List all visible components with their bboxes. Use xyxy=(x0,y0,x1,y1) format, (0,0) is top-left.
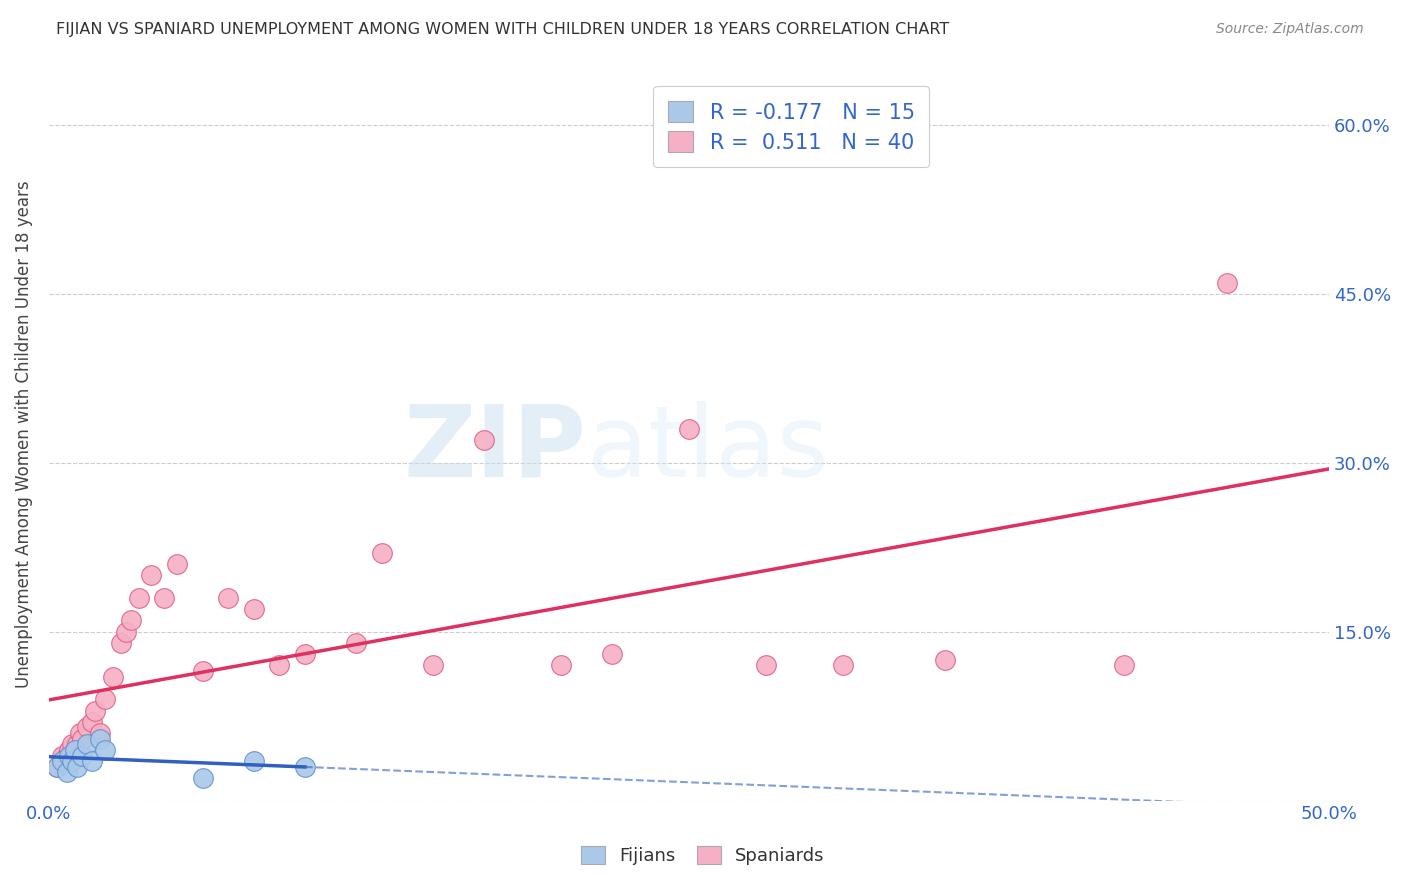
Point xyxy=(58,743,80,757)
Point xyxy=(472,433,495,447)
Point xyxy=(114,624,136,639)
Y-axis label: Unemployment Among Women with Children Under 18 years: Unemployment Among Women with Children U… xyxy=(15,181,32,689)
Point xyxy=(94,692,117,706)
Point xyxy=(51,754,73,768)
Point xyxy=(45,760,67,774)
Point xyxy=(56,748,79,763)
Point xyxy=(45,760,67,774)
Point xyxy=(1215,276,1237,290)
Point xyxy=(678,422,700,436)
Point xyxy=(191,771,214,785)
Point xyxy=(120,614,142,628)
Point xyxy=(600,647,623,661)
Point xyxy=(934,653,956,667)
Point xyxy=(1114,658,1136,673)
Point xyxy=(153,591,176,605)
Point xyxy=(191,664,214,678)
Point xyxy=(110,636,132,650)
Point xyxy=(69,726,91,740)
Text: FIJIAN VS SPANIARD UNEMPLOYMENT AMONG WOMEN WITH CHILDREN UNDER 18 YEARS CORRELA: FIJIAN VS SPANIARD UNEMPLOYMENT AMONG WO… xyxy=(56,22,949,37)
Point xyxy=(371,546,394,560)
Point xyxy=(294,647,316,661)
Point xyxy=(422,658,444,673)
Point xyxy=(166,557,188,571)
Point xyxy=(141,568,163,582)
Point xyxy=(294,760,316,774)
Point xyxy=(101,670,124,684)
Point xyxy=(60,737,83,751)
Point xyxy=(89,731,111,746)
Point xyxy=(72,731,94,746)
Point xyxy=(344,636,367,650)
Point xyxy=(269,658,291,673)
Point xyxy=(82,754,104,768)
Point xyxy=(217,591,239,605)
Point xyxy=(755,658,778,673)
Point xyxy=(63,743,86,757)
Point xyxy=(51,748,73,763)
Point xyxy=(76,737,98,751)
Point xyxy=(82,714,104,729)
Legend: R = -0.177   N = 15, R =  0.511   N = 40: R = -0.177 N = 15, R = 0.511 N = 40 xyxy=(654,87,929,167)
Point xyxy=(84,704,107,718)
Point xyxy=(94,743,117,757)
Point xyxy=(242,754,264,768)
Legend: Fijians, Spaniards: Fijians, Spaniards xyxy=(572,838,834,874)
Point xyxy=(58,748,80,763)
Point xyxy=(128,591,150,605)
Point xyxy=(60,754,83,768)
Text: ZIP: ZIP xyxy=(404,401,586,498)
Point xyxy=(76,720,98,734)
Point xyxy=(66,760,89,774)
Point xyxy=(242,602,264,616)
Point xyxy=(53,754,76,768)
Point xyxy=(72,748,94,763)
Point xyxy=(89,726,111,740)
Point xyxy=(831,658,853,673)
Point xyxy=(550,658,572,673)
Text: atlas: atlas xyxy=(586,401,828,498)
Text: Source: ZipAtlas.com: Source: ZipAtlas.com xyxy=(1216,22,1364,37)
Point xyxy=(63,743,86,757)
Point xyxy=(66,737,89,751)
Point xyxy=(56,765,79,780)
